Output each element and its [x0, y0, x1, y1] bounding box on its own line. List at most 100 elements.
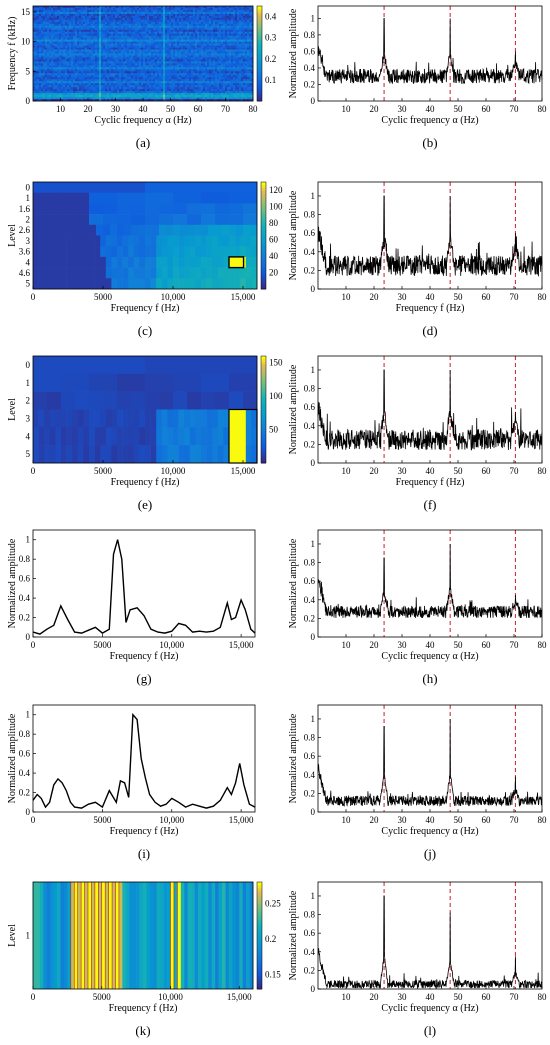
heatmap-cell [61, 23, 64, 27]
heatmap-cell [209, 39, 212, 42]
heatmap-cell [87, 53, 90, 56]
heatmap-cell [57, 33, 60, 36]
heatmap-cell [75, 47, 78, 50]
heatmap-cell [33, 39, 36, 42]
heatmap-cell [179, 59, 182, 62]
heatmap-cell [179, 27, 182, 31]
heatmap-cell [43, 55, 46, 58]
heatmap-cell [211, 37, 214, 40]
heatmap-cell [103, 59, 106, 62]
heatmap-cell [217, 83, 220, 86]
heatmap-cell [231, 6, 234, 9]
heatmap-cell [149, 27, 152, 31]
heatmap-cell [211, 45, 214, 48]
heatmap-cell [55, 51, 58, 54]
heatmap-cell [95, 65, 98, 68]
heatmap-cell [247, 53, 250, 56]
heatmap-cell [109, 19, 112, 23]
heatmap-cell [247, 55, 250, 58]
heatmap-cell [47, 69, 50, 72]
heatmap-cell [167, 45, 170, 48]
heatmap-cell [47, 55, 50, 58]
heatmap-cell [111, 55, 114, 58]
heatmap-cell [219, 25, 222, 29]
heatmap-cell [53, 21, 56, 25]
heatmap-cell [91, 69, 94, 72]
heatmap-cell [125, 39, 128, 42]
heatmap-cell [153, 81, 156, 84]
heatmap-cell [65, 69, 68, 72]
heatmap-cell [39, 19, 42, 23]
heatmap-cell [69, 61, 72, 64]
heatmap-cell [227, 87, 230, 90]
heatmap-cell [199, 11, 202, 15]
heatmap-cell [187, 59, 190, 62]
heatmap-cell [83, 27, 86, 31]
heatmap-cell [73, 69, 76, 72]
heatmap-cell [125, 87, 128, 90]
heatmap-cell [83, 93, 86, 96]
heatmap-cell [203, 85, 206, 88]
heatmap-cell [145, 73, 148, 76]
heatmap-cell [201, 19, 204, 23]
heatmap-cell [237, 15, 240, 19]
heatmap-cell [143, 81, 146, 84]
heatmap-cell [95, 33, 98, 36]
heatmap-cell [37, 31, 40, 35]
heatmap-cell [123, 49, 126, 52]
heatmap-cell [169, 75, 172, 78]
heatmap-cell [39, 75, 42, 78]
heatmap-cell [99, 73, 102, 76]
heatmap-cell [153, 87, 156, 90]
heatmap-cell [173, 13, 176, 17]
heatmap-cell [67, 71, 70, 74]
heatmap-cell [151, 27, 154, 31]
heatmap-cell [149, 51, 152, 54]
heatmap-cell [135, 71, 138, 74]
heatmap-cell [231, 73, 234, 76]
heatmap-cell [215, 73, 218, 76]
heatmap-cell [241, 65, 244, 68]
heatmap-cell [177, 87, 180, 90]
heatmap-cell [111, 21, 114, 25]
heatmap-cell [109, 75, 112, 78]
heatmap-cell [251, 55, 254, 58]
heatmap-cell [73, 7, 76, 11]
heatmap-cell [127, 39, 130, 42]
heatmap-cell [51, 13, 54, 17]
heatmap-cell [155, 6, 158, 9]
heatmap-cell [225, 75, 228, 78]
heatmap-cell [185, 81, 188, 84]
heatmap-cell [127, 47, 130, 50]
heatmap-cell [153, 41, 156, 44]
heatmap-cell [125, 79, 128, 82]
heatmap-cell [239, 75, 242, 78]
heatmap-cell [97, 89, 100, 92]
heatmap-cell [59, 81, 62, 84]
heatmap-cell [113, 31, 116, 35]
heatmap-cell [237, 69, 240, 72]
heatmap-cell [207, 57, 210, 60]
heatmap-cell [35, 33, 38, 36]
heatmap-cell [177, 27, 180, 31]
heatmap-cell [251, 71, 254, 74]
heatmap-cell [165, 6, 168, 9]
heatmap-cell [125, 93, 128, 96]
heatmap-cell [231, 9, 234, 13]
heatmap-cell [103, 77, 106, 80]
heatmap-cell [239, 59, 242, 62]
heatmap-cell [111, 49, 114, 52]
heatmap-cell [181, 25, 184, 29]
heatmap-cell [195, 89, 198, 92]
heatmap-cell [55, 29, 58, 33]
heatmap-cell [235, 7, 238, 11]
heatmap-cell [149, 81, 152, 84]
heatmap-cell [117, 55, 120, 58]
heatmap-cell [213, 53, 216, 56]
heatmap-cell [57, 73, 60, 76]
heatmap-cell [155, 37, 158, 40]
heatmap-cell [215, 47, 218, 50]
heatmap-cell [153, 53, 156, 56]
heatmap-cell [203, 69, 206, 72]
heatmap-cell [141, 19, 144, 23]
